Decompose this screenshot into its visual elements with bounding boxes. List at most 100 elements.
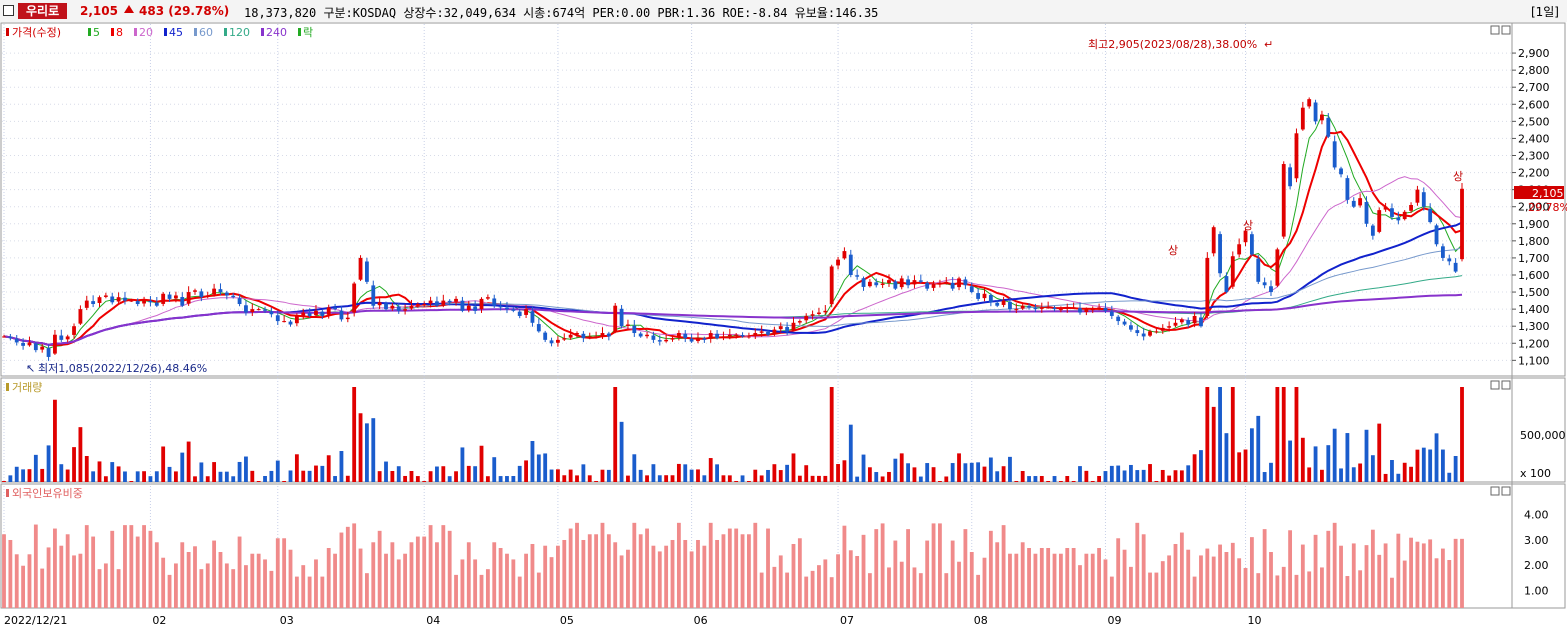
candle-body — [282, 321, 287, 323]
foreign-ratio-bar — [91, 536, 96, 608]
volume-bar — [1300, 437, 1305, 482]
candle-body — [218, 289, 223, 293]
candle-body — [1440, 246, 1445, 258]
foreign-ratio-bar — [963, 529, 968, 608]
foreign-ratio-bar — [664, 545, 669, 608]
foreign-ratio-bar — [689, 551, 694, 608]
foreign-ratio-bar — [441, 525, 446, 608]
select-checkbox[interactable] — [3, 5, 14, 16]
volume-bar — [638, 469, 643, 482]
candle-body — [848, 254, 853, 275]
date-tick-label: 04 — [426, 614, 440, 627]
foreign-ratio-bar — [581, 539, 586, 608]
volume-bar — [409, 471, 414, 482]
candle-body — [1186, 320, 1191, 325]
foreign-ratio-bar — [696, 539, 700, 608]
candle-body — [1008, 301, 1012, 310]
foreign-ratio-bar — [180, 542, 185, 608]
stock-name-badge[interactable]: 우리로 — [18, 3, 68, 19]
candle-body — [600, 333, 605, 336]
upper-limit-marker: 상 — [1453, 170, 1463, 183]
minimize-icon[interactable] — [1490, 25, 1500, 35]
candle-body — [301, 312, 306, 316]
upper-limit-marker: 상 — [1168, 244, 1178, 257]
price-panel-controls[interactable] — [1490, 25, 1511, 35]
current-price: 2,105 — [80, 4, 118, 18]
price-legend-label: 가격(수정) — [12, 26, 61, 39]
candle-body — [689, 338, 694, 342]
change-percent: (29.78%) — [168, 4, 230, 18]
ma-legend-label: 8 — [116, 26, 123, 39]
volume-bar — [1345, 433, 1350, 482]
volume-bar — [963, 463, 968, 482]
volume-panel-controls[interactable] — [1490, 380, 1511, 390]
foreign-ratio-bar — [1332, 522, 1337, 608]
minimize-icon[interactable] — [1490, 486, 1500, 496]
foreign-ratio-bar — [326, 547, 331, 608]
last-price-value: 2,105 — [1532, 187, 1564, 200]
price-tick-label: 1,900 — [1518, 218, 1550, 231]
volume-bar — [606, 469, 611, 482]
foreign-ratio-bar — [899, 561, 904, 608]
volume-bar — [1058, 481, 1063, 482]
foreign-ratio-bar — [282, 538, 287, 608]
foreign-ratio-bar — [505, 553, 509, 608]
candle-body — [377, 302, 382, 306]
foreign-ratio-bar — [263, 559, 267, 608]
candle-body — [817, 312, 821, 314]
period-selector[interactable]: [1일] — [1530, 5, 1559, 19]
volume-bar — [1020, 471, 1025, 482]
foreign-ratio-bar — [753, 522, 758, 608]
foreign-ratio-bar — [1008, 553, 1012, 608]
foreign-ratio-bar — [1179, 532, 1184, 608]
foreign-panel-controls[interactable] — [1490, 486, 1511, 496]
foreign-ratio-bar — [702, 545, 707, 608]
volume-bar — [97, 461, 102, 482]
candle-body — [683, 333, 688, 339]
foreign-ratio-bar — [186, 552, 191, 608]
price-tick-label: 2,200 — [1518, 167, 1550, 180]
candle-body — [263, 309, 267, 311]
volume-bar — [46, 445, 51, 482]
close-icon[interactable] — [1501, 25, 1511, 35]
minimize-icon[interactable] — [1490, 380, 1500, 390]
change-amount: 483 — [139, 4, 165, 18]
foreign-ratio-bar — [938, 523, 942, 608]
volume-bar — [1269, 462, 1273, 482]
foreign-ratio-bar — [759, 572, 764, 608]
foreign-ratio-bar — [154, 542, 159, 608]
stock-chart[interactable]: 1,100 1,200 1,300 1,400 1,500 1,600 1,700 1,800… — [0, 22, 1567, 630]
close-icon[interactable] — [1501, 486, 1511, 496]
volume-bar — [727, 475, 732, 482]
candle-body — [893, 281, 898, 289]
candle-body — [772, 329, 777, 334]
drop-legend-label: 락 — [303, 26, 313, 39]
candle-body — [594, 336, 599, 338]
volume-bar — [78, 427, 83, 482]
volume-bar — [931, 467, 936, 482]
foreign-ratio-bar — [1326, 530, 1331, 608]
candle-body — [1396, 217, 1401, 221]
upper-limit-marker: 상 — [1243, 219, 1253, 232]
volume-bar — [396, 466, 401, 482]
candle-body — [224, 292, 229, 296]
close-icon[interactable] — [1501, 380, 1511, 390]
volume-bar — [479, 445, 484, 482]
volume-panel-frame — [0, 377, 1566, 483]
volume-bar — [428, 471, 433, 482]
candle-body — [244, 305, 248, 313]
candle-body — [116, 297, 121, 302]
price-tick-label: 2,500 — [1518, 115, 1550, 128]
foreign-ratio-bar — [976, 574, 981, 608]
volume-bar — [1243, 449, 1248, 482]
volume-bar — [1281, 387, 1286, 482]
foreign-ratio-bar — [1027, 547, 1031, 608]
volume-bar — [676, 463, 681, 482]
foreign-ratio-bar — [606, 534, 611, 608]
candle-body — [530, 311, 535, 323]
foreign-ratio-bar — [275, 538, 280, 608]
date-tick-label: 02 — [152, 614, 166, 627]
ma-legend-label: 5 — [93, 26, 100, 39]
foreign-ratio-bar — [339, 532, 344, 608]
volume-bar — [180, 452, 185, 482]
